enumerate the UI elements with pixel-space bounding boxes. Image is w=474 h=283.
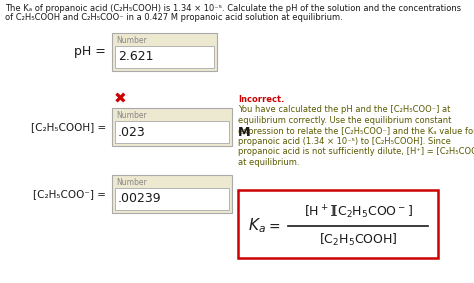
Text: M: M <box>238 192 250 205</box>
Text: M: M <box>238 125 250 138</box>
Text: .023: .023 <box>118 125 146 138</box>
Text: Number: Number <box>116 178 147 187</box>
Text: [C₂H₅COOH] =: [C₂H₅COOH] = <box>31 122 106 132</box>
Text: of C₂H₅COOH and C₂H₅COO⁻ in a 0.427 M propanoic acid solution at equilibrium.: of C₂H₅COOH and C₂H₅COO⁻ in a 0.427 M pr… <box>5 13 343 22</box>
FancyBboxPatch shape <box>115 121 229 143</box>
Text: $\left[\mathrm{H}^+\right]\!\left[\mathrm{C_2H_5COO}^-\right]$: $\left[\mathrm{H}^+\right]\!\left[\mathr… <box>303 203 412 221</box>
Text: 2.621: 2.621 <box>118 50 154 63</box>
Text: propanoic acid is not sufficiently dilute, [H⁺] = [C₂H₅COO⁻]: propanoic acid is not sufficiently dilut… <box>238 147 474 156</box>
Text: $\left[\mathrm{C_2H_5COOH}\right]$: $\left[\mathrm{C_2H_5COOH}\right]$ <box>319 232 397 248</box>
FancyBboxPatch shape <box>115 46 214 68</box>
Text: [C₂H₅COO⁻] =: [C₂H₅COO⁻] = <box>33 189 106 199</box>
Text: $K_a$: $K_a$ <box>248 217 266 235</box>
Text: $=$: $=$ <box>266 219 281 233</box>
Text: expression to relate the [C₂H₅COO⁻] and the Kₐ value for: expression to relate the [C₂H₅COO⁻] and … <box>238 127 474 136</box>
FancyBboxPatch shape <box>238 190 438 258</box>
Text: propanoic acid (1.34 × 10⁻⁵) to [C₂H₅COOH]. Since: propanoic acid (1.34 × 10⁻⁵) to [C₂H₅COO… <box>238 137 451 146</box>
Text: pH =: pH = <box>74 46 106 59</box>
FancyBboxPatch shape <box>112 108 232 146</box>
Text: Number: Number <box>116 111 147 120</box>
Text: equilibrium correctly. Use the equilibrium constant: equilibrium correctly. Use the equilibri… <box>238 116 451 125</box>
FancyBboxPatch shape <box>115 188 229 210</box>
Text: Number: Number <box>116 36 147 45</box>
Text: The Kₐ of propanoic acid (C₂H₅COOH) is 1.34 × 10⁻⁵. Calculate the pH of the solu: The Kₐ of propanoic acid (C₂H₅COOH) is 1… <box>5 4 461 13</box>
Text: You have calculated the pH and the [C₂H₅COO⁻] at: You have calculated the pH and the [C₂H₅… <box>238 106 450 115</box>
Text: at equilibrium.: at equilibrium. <box>238 158 300 167</box>
Text: Incorrect.: Incorrect. <box>238 95 284 104</box>
FancyBboxPatch shape <box>112 175 232 213</box>
FancyBboxPatch shape <box>112 33 217 71</box>
Text: ✖: ✖ <box>114 91 127 106</box>
Text: .00239: .00239 <box>118 192 162 205</box>
